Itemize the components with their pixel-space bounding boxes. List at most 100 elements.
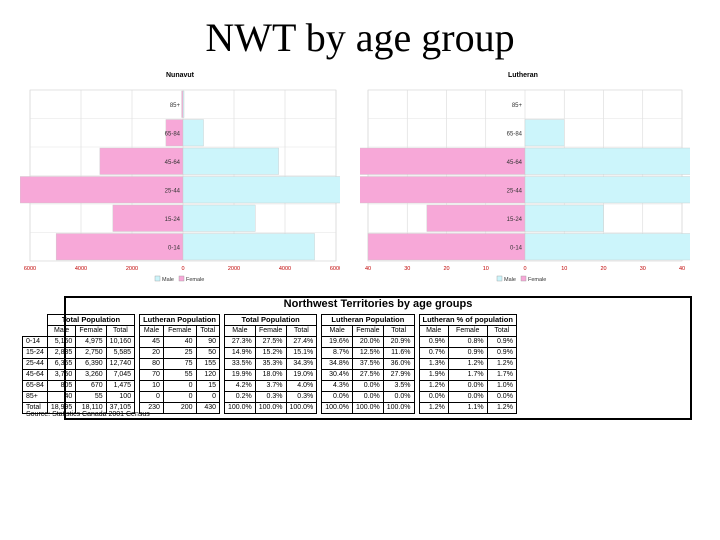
category-label: 15-24 <box>165 217 181 223</box>
lutheran-pyramid-chart: Lutheran 85+ 65-84 45-64 25-44 15-24 0-14 40 30 2… <box>360 72 690 283</box>
table-cell: 1.2% <box>418 380 449 392</box>
row-label: 0-14 <box>22 336 48 348</box>
table-row: 0-14 5,160 4,975 10,160 45 40 90 27.3% 27.5% 27.4… <box>22 336 517 348</box>
tick-label: 30 <box>404 266 410 272</box>
table-cell: 100.0% <box>352 402 384 414</box>
table-cell: 18,995 <box>46 402 77 414</box>
tick-label: 6000 <box>24 266 36 272</box>
table-cell: 100.0% <box>224 402 256 414</box>
table-cell: 6,390 <box>75 358 107 370</box>
table-cell: 18.0% <box>254 369 287 381</box>
column-header: Female <box>352 325 384 337</box>
table-cell: 5,585 <box>105 347 136 359</box>
column-header: Total <box>285 325 318 337</box>
table-cell: 1.2% <box>486 358 517 370</box>
table-cell: 1.7% <box>447 369 488 381</box>
column-header: Total <box>486 325 517 337</box>
column-header: Total <box>105 325 136 337</box>
table-cell: 1.1% <box>447 402 488 414</box>
table-cell: 0.9% <box>418 336 449 348</box>
group-header: Lutheran % of population <box>418 314 517 326</box>
column-header: Total <box>195 325 221 337</box>
slide-title: NWT by age group <box>205 15 515 60</box>
legend-swatch-female <box>178 275 185 282</box>
bar-male-0-14 <box>524 233 690 261</box>
legend-swatch-male <box>496 275 503 282</box>
row-label: 25-44 <box>22 358 48 370</box>
legend-label-female: Female <box>186 277 204 283</box>
table-cell: 36.0% <box>382 358 415 370</box>
table-cell: 1.7% <box>486 369 517 381</box>
bar-male-25-44 <box>524 176 690 204</box>
table-cell: 155 <box>195 358 221 370</box>
table-cell: 1.3% <box>418 358 449 370</box>
table-cell: 12,740 <box>105 358 136 370</box>
category-label: 25-44 <box>165 188 181 194</box>
table-cell: 80 <box>139 358 164 370</box>
table-cell: 4,975 <box>75 336 107 348</box>
table-cell: 50 <box>195 347 221 359</box>
bar-female-15-24 <box>426 204 526 232</box>
table-cell: 30.4% <box>321 369 354 381</box>
table-cell: 37,105 <box>105 402 136 414</box>
tick-label: 4000 <box>279 266 291 272</box>
table-cell: 1.2% <box>418 402 449 414</box>
chart-title: Nunavut <box>166 72 195 79</box>
table-cell: 805 <box>46 380 77 392</box>
table-cell: 0.9% <box>447 347 488 359</box>
table-cell: 5,160 <box>46 336 77 348</box>
category-label: 85+ <box>170 103 181 109</box>
bar-female-0-14 <box>367 233 526 261</box>
table-cell: 15 <box>195 380 221 392</box>
table-cell: 0.8% <box>447 336 488 348</box>
table-cell: 75 <box>162 358 197 370</box>
table-cell: 19.6% <box>321 336 354 348</box>
table-cell: 1.9% <box>418 369 449 381</box>
category-label: 25-44 <box>507 188 523 194</box>
table-cell: 15.2% <box>254 347 287 359</box>
column-header: Male <box>418 325 449 337</box>
table-cell: 0.0% <box>447 391 488 403</box>
table-cell: 230 <box>139 402 164 414</box>
table-cell: 7,045 <box>105 369 136 381</box>
tick-label: 2000 <box>126 266 138 272</box>
table-cell: 3,750 <box>46 369 77 381</box>
row-label: 45-64 <box>22 369 48 381</box>
column-header: Male <box>321 325 354 337</box>
table-cell: 0.7% <box>418 347 449 359</box>
table-cell: 27.3% <box>224 336 256 348</box>
legend-swatch-female <box>520 275 527 282</box>
table-cell: 70 <box>139 369 164 381</box>
bar-male-45-64 <box>524 147 690 175</box>
bar-male-25-44 <box>182 176 340 204</box>
table-cell: 100.0% <box>382 402 415 414</box>
tick-label: 0 <box>181 266 184 272</box>
bar-male-15-24 <box>524 204 604 232</box>
table-cell: 12.5% <box>352 347 384 359</box>
category-label: 0-14 <box>510 245 523 251</box>
table-row: 45-64 3,750 3,260 7,045 70 55 120 19.9% 18.0% 19.… <box>22 369 517 381</box>
table-row: Total 18,995 18,110 37,105 230 200 430 100.0% 10… <box>22 402 517 414</box>
table-cell: 1,475 <box>105 380 136 392</box>
tick-label: 6000 <box>330 266 340 272</box>
column-header: Male <box>46 325 77 337</box>
source-note: Source: Statistics Canada 2001 Census <box>26 411 150 418</box>
legend-label-male: Male <box>162 277 174 283</box>
row-label: 15-24 <box>22 347 48 359</box>
bar-male-45-64 <box>182 147 279 175</box>
bar-female-45-64 <box>360 147 526 175</box>
tick-label: 30 <box>640 266 646 272</box>
tick-label: 20 <box>600 266 606 272</box>
table-cell: 90 <box>195 336 221 348</box>
table-cell: 10 <box>139 380 164 392</box>
table-cell: 1.2% <box>447 358 488 370</box>
column-header: Male <box>139 325 164 337</box>
table-cell: 15.1% <box>285 347 318 359</box>
table-title: Northwest Territories by age groups <box>283 298 473 310</box>
tick-label: 10 <box>561 266 567 272</box>
table-cell: 0.0% <box>352 391 384 403</box>
corner-cell <box>23 326 48 337</box>
table-cell: 34.3% <box>285 358 318 370</box>
group-header: Lutheran Population <box>321 314 415 326</box>
column-header: Female <box>254 325 287 337</box>
